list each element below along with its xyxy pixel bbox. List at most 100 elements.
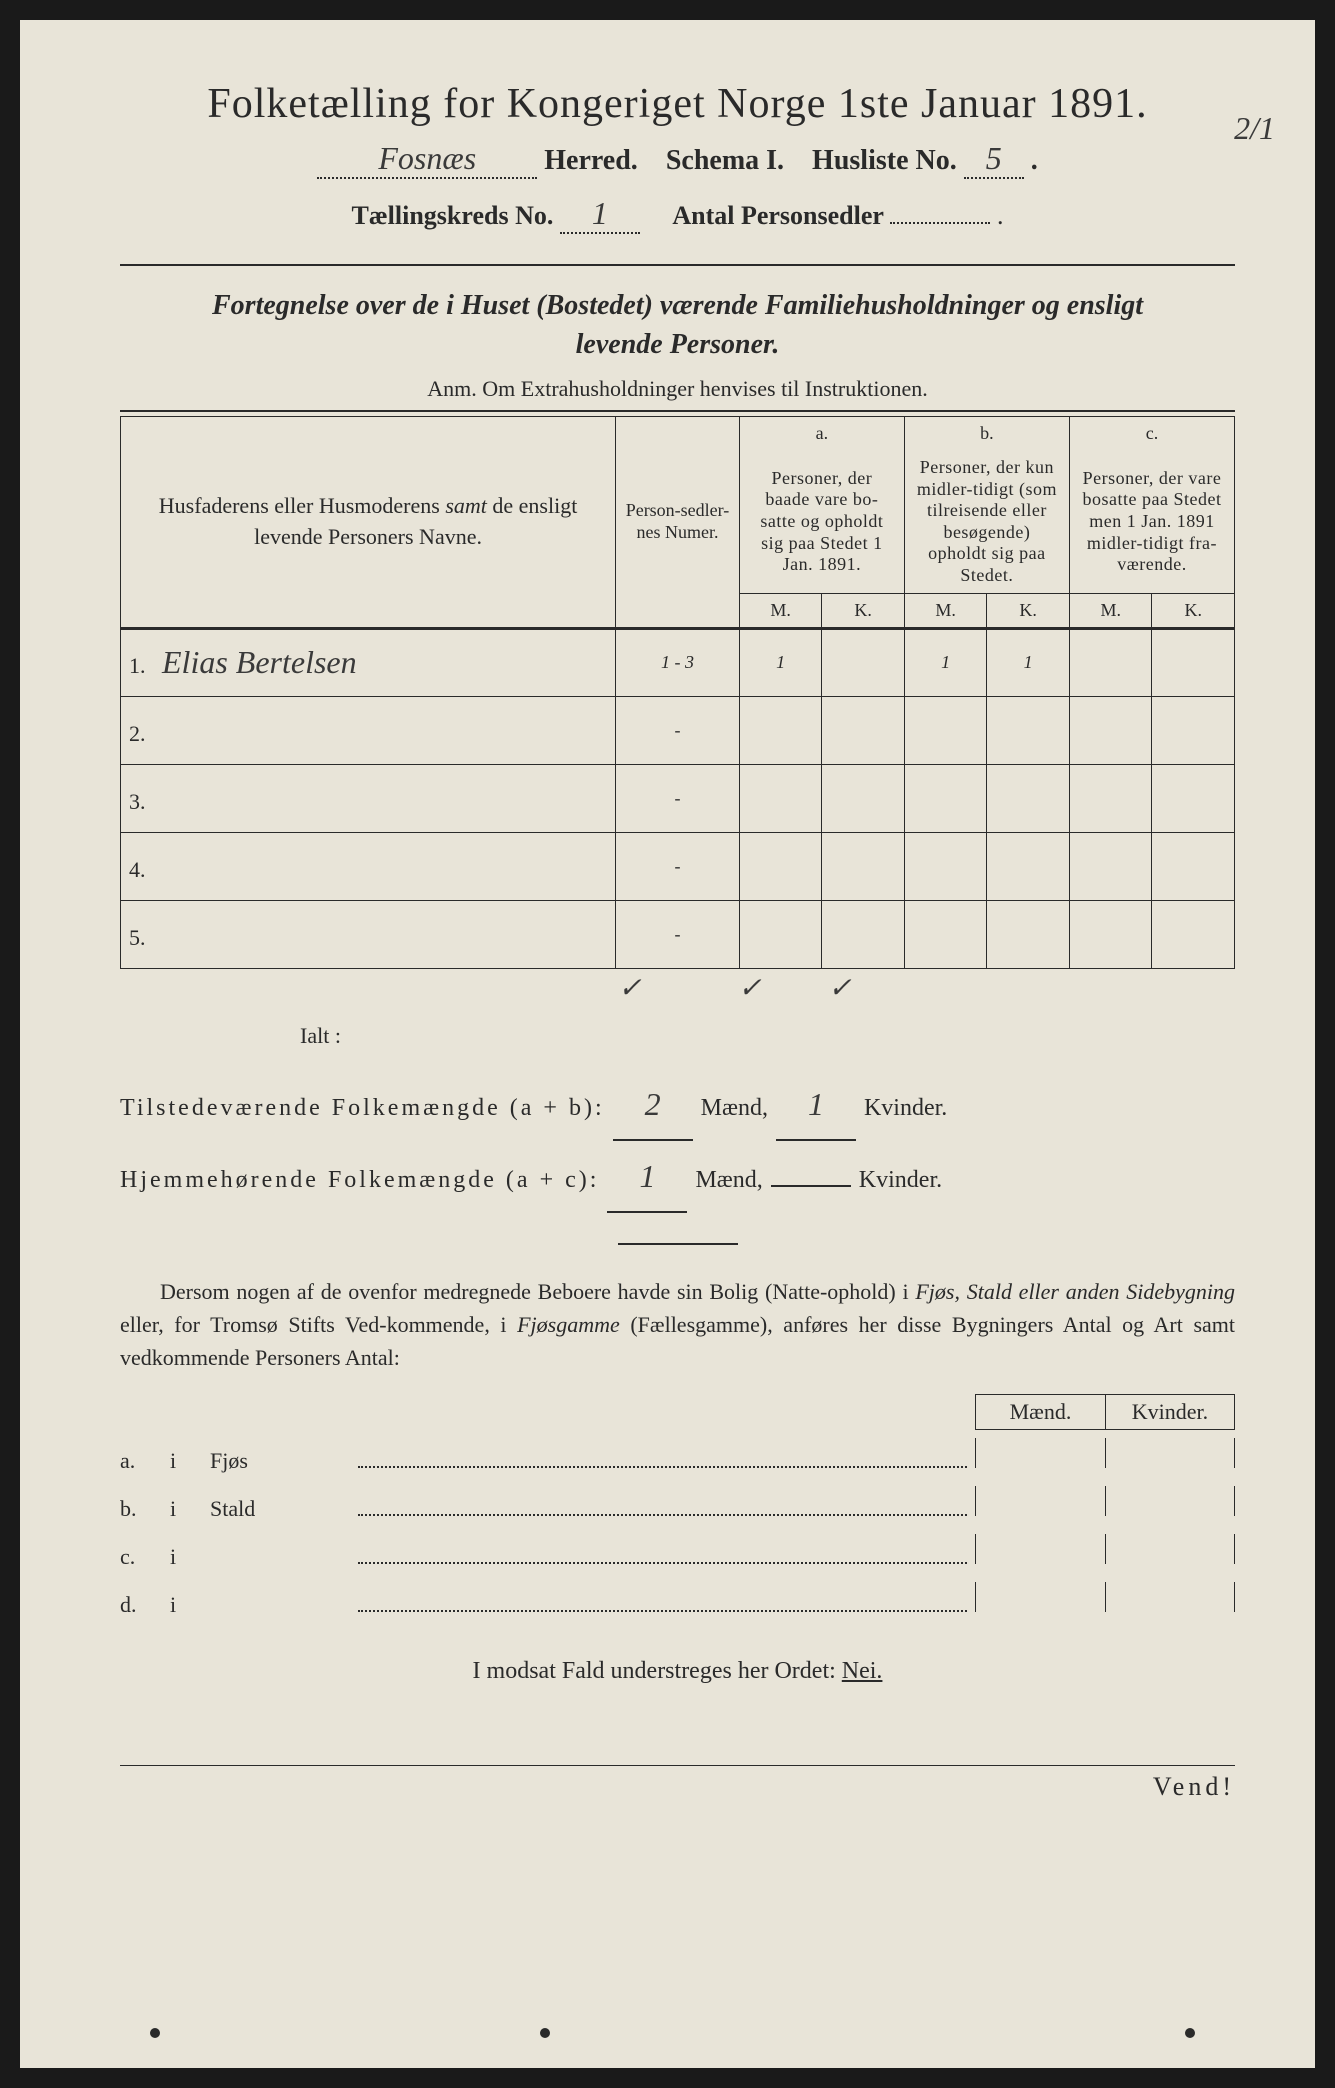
ob-i: i (170, 1496, 210, 1522)
outbuilding-headers: Mænd. Kvinder. (120, 1394, 1235, 1430)
row-a-k (822, 628, 905, 696)
ob-dots (358, 1590, 967, 1612)
row-b-m (904, 900, 987, 968)
outbuilding-paragraph: Dersom nogen af de ovenfor medregnede Be… (120, 1275, 1235, 1374)
row-a-k (822, 832, 905, 900)
outbuilding-row: b. i Stald (120, 1486, 1235, 1522)
row-b-k (987, 900, 1070, 968)
row-b-k (987, 764, 1070, 832)
summary-section: Tilstedeværende Folkemængde (a + b): 2 M… (120, 1069, 1235, 1214)
ob-kvinder-cell (1105, 1486, 1235, 1516)
ink-spot (540, 2028, 550, 2038)
col-b-k: K. (987, 593, 1070, 628)
ob-letter: d. (120, 1592, 170, 1618)
corner-annotation: 2/1 (1234, 110, 1275, 147)
col-c-m: M. (1069, 593, 1152, 628)
mid-divider (618, 1243, 738, 1245)
ob-letter: a. (120, 1448, 170, 1474)
ink-spot (150, 2028, 160, 2038)
antal-value (890, 222, 990, 224)
col-sedler-header: Person-sedler-nes Numer. (616, 417, 740, 628)
col-b-text: Personer, der kun midler-tidigt (som til… (904, 451, 1069, 593)
col-c-label: c. (1069, 417, 1234, 451)
table-row: 2. - (121, 696, 1235, 764)
ob-building-name: Fjøs (210, 1448, 350, 1474)
husliste-label: Husliste No. (812, 145, 957, 176)
row-name-cell: 4. (121, 832, 616, 900)
row-a-m (739, 764, 822, 832)
row-c-k (1152, 764, 1235, 832)
row-c-m (1069, 628, 1152, 696)
ob-i: i (170, 1592, 210, 1618)
row-b-m (904, 696, 987, 764)
section-divider: Fortegnelse over de i Huset (Bostedet) v… (120, 264, 1235, 412)
ob-kvinder-header: Kvinder. (1105, 1394, 1235, 1430)
col-a-k: K. (822, 593, 905, 628)
row-sedler: - (616, 764, 740, 832)
col-a-m: M. (739, 593, 822, 628)
row-c-m (1069, 764, 1152, 832)
tilstede-label: Tilstedeværende Folkemængde (a + b): (120, 1082, 605, 1135)
ob-maend-header: Mænd. (975, 1394, 1105, 1430)
ob-i: i (170, 1448, 210, 1474)
row-sedler: 1 - 3 (616, 628, 740, 696)
ob-i: i (170, 1544, 210, 1570)
ob-building-name: Stald (210, 1496, 350, 1522)
row-c-k (1152, 900, 1235, 968)
table-row: 1. Elias Bertelsen 1 - 3 1 1 1 (121, 628, 1235, 696)
col-b-label: b. (904, 417, 1069, 451)
row-name-cell: 3. (121, 764, 616, 832)
tilstede-k: 1 (776, 1069, 856, 1141)
row-b-m: 1 (904, 628, 987, 696)
row-a-k (822, 764, 905, 832)
vend-label: Vend! (120, 1765, 1235, 1802)
header-line-kreds: Tællingskreds No. 1 Antal Personsedler . (120, 195, 1235, 234)
table-row: 3. - (121, 764, 1235, 832)
outbuilding-row: a. i Fjøs (120, 1438, 1235, 1474)
kreds-label: Tællingskreds No. (352, 201, 554, 230)
main-title: Folketælling for Kongeriget Norge 1ste J… (120, 80, 1235, 128)
row-name-cell: 1. Elias Bertelsen (121, 628, 616, 696)
row-c-m (1069, 900, 1152, 968)
form-subtitle: Fortegnelse over de i Huset (Bostedet) v… (120, 286, 1235, 364)
herred-value: Fosnæs (317, 140, 537, 179)
col-a-label: a. (739, 417, 904, 451)
ob-letter: b. (120, 1496, 170, 1522)
ob-dots (358, 1494, 967, 1516)
herred-label: Herred. (544, 145, 638, 176)
summary-hjemme: Hjemmehørende Folkemængde (a + c): 1 Mæn… (120, 1141, 1235, 1213)
ob-kvinder-cell (1105, 1534, 1235, 1564)
antal-label: Antal Personsedler (672, 201, 884, 230)
row-a-k (822, 696, 905, 764)
table-row: 5. - (121, 900, 1235, 968)
ob-maend-cell (975, 1582, 1105, 1612)
row-b-m (904, 764, 987, 832)
row-b-k: 1 (987, 628, 1070, 696)
header-line-herred: Fosnæs Herred. Schema I. Husliste No. 5 … (120, 140, 1235, 179)
row-a-m (739, 900, 822, 968)
hjemme-m: 1 (607, 1141, 687, 1213)
ialt-label: Ialt : (300, 1023, 1235, 1049)
row-name-cell: 2. (121, 696, 616, 764)
table-row: 4. - (121, 832, 1235, 900)
ob-letter: c. (120, 1544, 170, 1570)
ink-spot (1185, 2028, 1195, 2038)
row-c-m (1069, 832, 1152, 900)
row-a-m: 1 (739, 628, 822, 696)
ob-dots (358, 1446, 967, 1468)
row-c-k (1152, 696, 1235, 764)
row-sedler: - (616, 832, 740, 900)
col-name-header: Husfaderens eller Husmoderens samt de en… (121, 417, 616, 628)
checkmark-row: ✓ ✓ ✓ (120, 971, 1235, 1005)
footer-modsat: I modsat Fald understreges her Ordet: Ne… (120, 1658, 1235, 1685)
kreds-value: 1 (560, 195, 640, 234)
summary-tilstede: Tilstedeværende Folkemængde (a + b): 2 M… (120, 1069, 1235, 1141)
col-c-k: K. (1152, 593, 1235, 628)
row-b-k (987, 696, 1070, 764)
row-sedler: - (616, 696, 740, 764)
ob-maend-cell (975, 1534, 1105, 1564)
husliste-value: 5 (964, 140, 1024, 179)
outbuilding-list: a. i Fjøs b. i Stald c. i d. i (120, 1438, 1235, 1618)
tilstede-m: 2 (613, 1069, 693, 1141)
row-b-k (987, 832, 1070, 900)
